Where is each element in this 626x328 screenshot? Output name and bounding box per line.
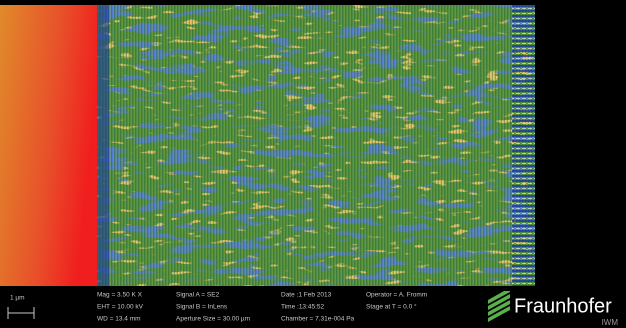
sample-edge (0, 5, 97, 286)
scale-label: 1 µm (10, 295, 25, 302)
info-text: Chamber = 7.31e-004 Pa (281, 316, 355, 323)
dark-region (535, 5, 626, 286)
info-text: Time :13:45:52 (281, 304, 325, 311)
info-text: Date :1 Feb 2013 (281, 292, 332, 299)
info-text: WD = 13.4 mm (97, 316, 141, 323)
info-text: EHT = 10.00 kV (97, 304, 144, 311)
info-text: Signal A = SE2 (176, 292, 220, 299)
sem-screenshot: 1 µm Mag = 3.50 K X EHT = 10.00 kV WD = … (0, 0, 626, 328)
institute: IWM (602, 318, 619, 327)
left-border (97, 5, 109, 286)
logo-text: Fraunhofer (514, 295, 612, 317)
info-text: Signal B = InLens (176, 304, 228, 311)
info-text: Operator = A. Fromm (366, 292, 427, 299)
info-text: Mag = 3.50 K X (97, 292, 143, 299)
info-text: Aperture Size = 30.00 µm (176, 316, 250, 323)
scan-lines (97, 5, 535, 286)
info-text: Stage at T = 0.0 ° (366, 303, 417, 311)
right-border (512, 5, 535, 286)
